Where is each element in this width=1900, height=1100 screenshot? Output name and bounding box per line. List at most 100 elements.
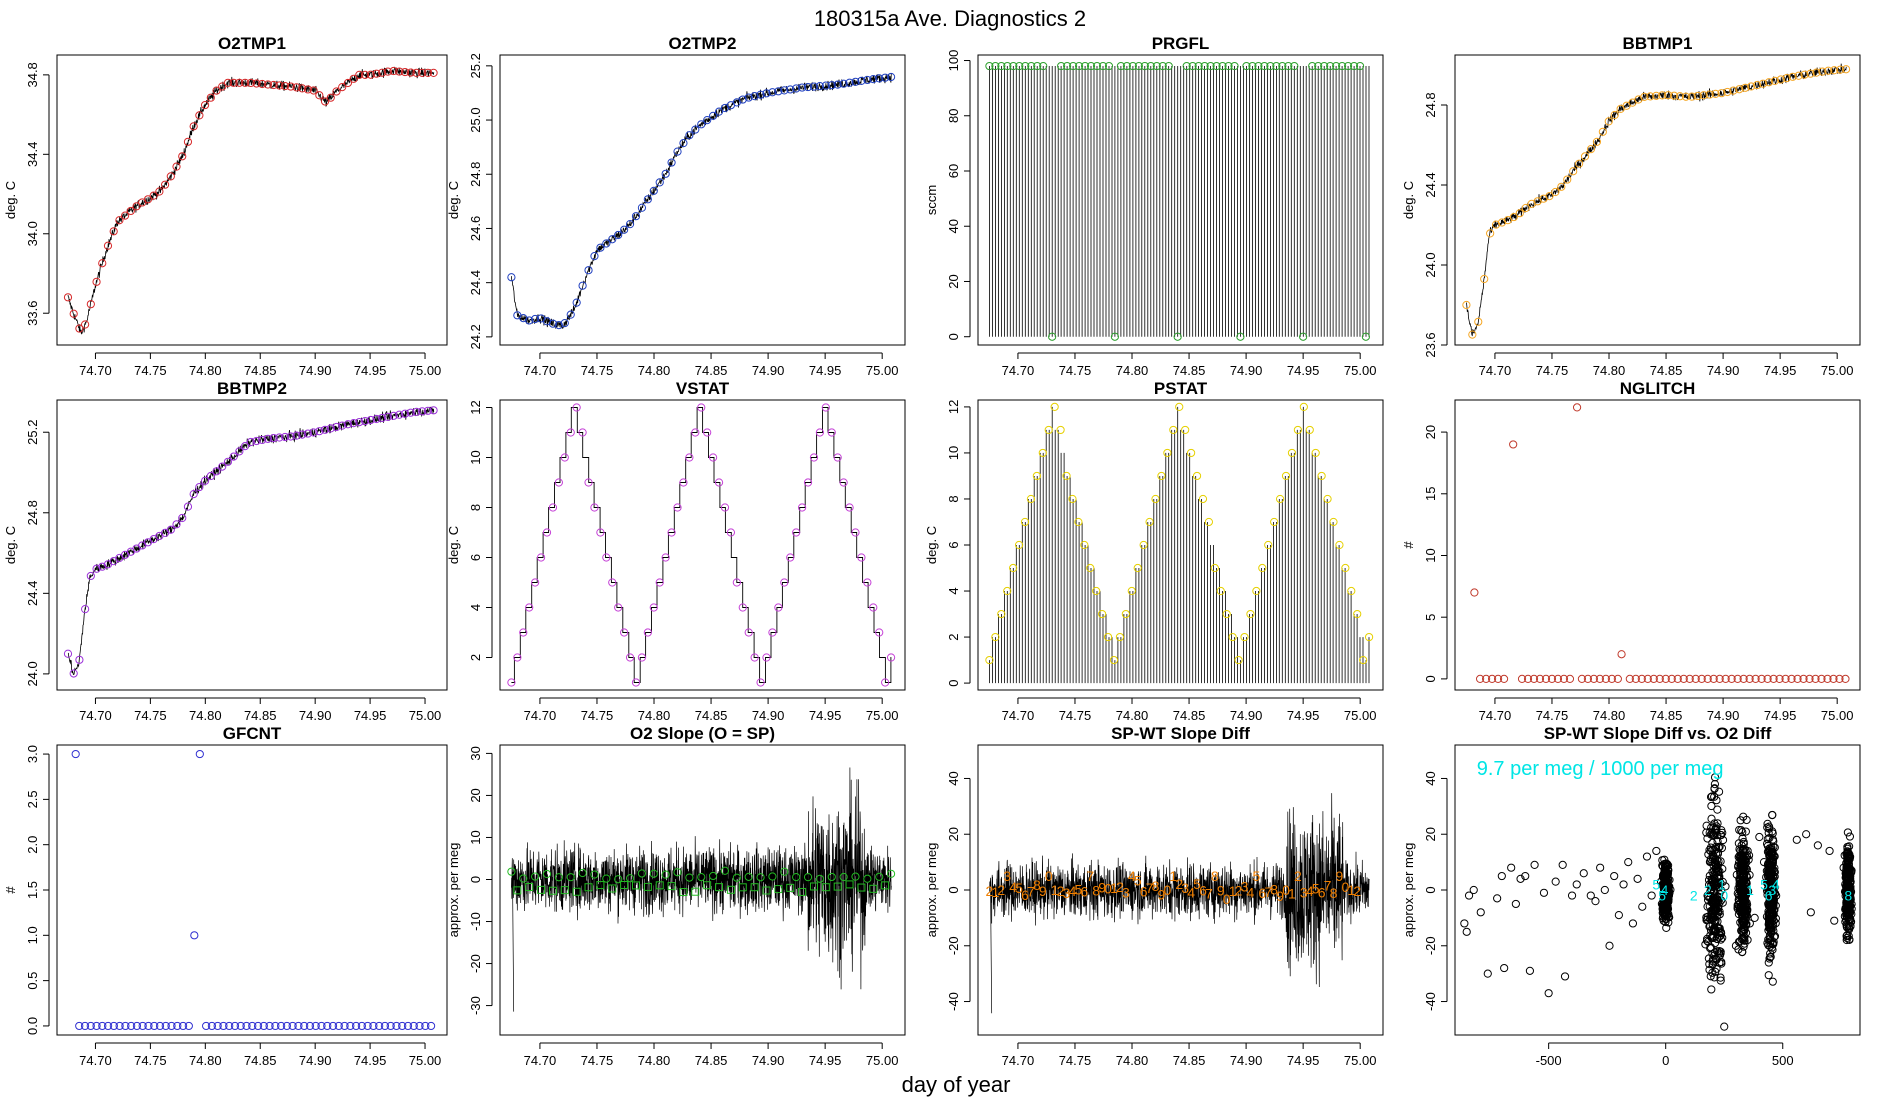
- series-marker: [92, 564, 101, 573]
- data-point: [1655, 674, 1664, 683]
- data-point: [311, 1021, 320, 1031]
- series-marker: [809, 82, 819, 91]
- plot-frame: [1454, 54, 1861, 346]
- series-marker: [229, 78, 238, 87]
- series-marker: [643, 195, 652, 204]
- series-marker: [780, 86, 789, 95]
- series-marker: [275, 81, 284, 90]
- data-point: [328, 1021, 338, 1031]
- data-point: [1637, 674, 1646, 683]
- series-marker: [1687, 92, 1696, 101]
- series-marker: [166, 525, 175, 534]
- series-marker: [703, 116, 712, 125]
- series-marker: [1776, 75, 1785, 84]
- series-digit-label: 8: [1270, 881, 1278, 897]
- y-tick-label: -40: [946, 992, 961, 1011]
- series-marker: [280, 432, 290, 442]
- series-marker: [584, 478, 593, 487]
- series-marker: [744, 93, 753, 102]
- data-point: [1742, 858, 1751, 867]
- y-axis: -40 -20 0 20 40: [946, 771, 971, 1011]
- data-point: [1614, 910, 1623, 920]
- series-marker: [223, 457, 233, 466]
- series-marker: [620, 225, 629, 234]
- series-marker: [412, 407, 421, 416]
- series-marker: [673, 503, 682, 512]
- y-tick-label: 2.5: [25, 790, 40, 808]
- data-point: [1714, 893, 1723, 902]
- y-tick-label: 12: [946, 400, 961, 414]
- data-point: [1605, 941, 1614, 950]
- data-point: [1767, 856, 1776, 865]
- series-marker: [1664, 91, 1673, 100]
- series-marker: [590, 503, 599, 512]
- data-point: [1765, 954, 1774, 963]
- x-tick-label: 74.95: [809, 1053, 842, 1068]
- series-marker: [548, 319, 558, 328]
- data-point: [1667, 674, 1676, 683]
- data-point: [1740, 925, 1749, 934]
- series-marker: [1311, 448, 1320, 458]
- series-marker-square: [821, 883, 830, 892]
- series-digit-label: 0: [1045, 868, 1053, 884]
- series-marker-square: [869, 884, 878, 893]
- series-marker: [655, 578, 664, 587]
- series-marker: [608, 235, 617, 244]
- plot-area: [1470, 403, 1850, 683]
- data-point: [351, 1021, 361, 1031]
- data-point: [1664, 895, 1673, 904]
- data-point: [398, 1021, 407, 1031]
- data-point: [75, 1021, 84, 1031]
- series-marker: [531, 872, 540, 881]
- series-digit-label: 3: [1122, 884, 1130, 900]
- series-marker: [1248, 61, 1257, 71]
- series-marker: [275, 433, 284, 442]
- series-marker: [315, 91, 324, 100]
- series-marker: [429, 68, 438, 77]
- panel-pstat: PSTAT deg. C 74.70 74.75 74.80 74.85 74.90 74.9…: [924, 379, 1384, 723]
- series-marker: [166, 172, 175, 181]
- data-point: [1737, 826, 1746, 835]
- series-marker: [1021, 61, 1030, 71]
- series-marker: [332, 422, 341, 432]
- y-axis-label: deg. C: [924, 526, 939, 564]
- series-marker: [1752, 80, 1762, 90]
- data-point: [1702, 913, 1711, 922]
- data-point: [1765, 844, 1774, 853]
- series-marker: [1057, 61, 1066, 71]
- series-marker: [839, 79, 848, 88]
- data-point: [1710, 856, 1720, 865]
- data-point: [1706, 914, 1715, 924]
- series-marker: [1169, 425, 1178, 435]
- series-marker: [697, 120, 706, 129]
- data-point: [195, 749, 204, 759]
- series-marker-square: [608, 884, 617, 893]
- series-marker: [1210, 563, 1219, 573]
- series-marker: [412, 68, 421, 77]
- series-marker: [389, 411, 398, 420]
- series-marker: [1212, 61, 1221, 71]
- series-digit-label: 2: [1353, 883, 1361, 899]
- data-point: [1610, 871, 1619, 881]
- data-point: [1707, 801, 1716, 811]
- data-point: [271, 1021, 280, 1031]
- y-tick-label: 40: [1423, 771, 1438, 785]
- series-marker: [389, 66, 398, 76]
- x-tick-label: 74.95: [1287, 708, 1320, 723]
- series-marker: [1187, 448, 1196, 458]
- series-marker: [1009, 563, 1018, 573]
- data-point: [1711, 825, 1720, 834]
- y-tick-label: 2: [468, 654, 483, 661]
- series-marker: [1830, 66, 1839, 75]
- series-marker: [1699, 91, 1708, 100]
- series-marker-square: [643, 882, 652, 891]
- y-tick-label: 40: [946, 219, 961, 233]
- data-point: [1707, 985, 1716, 994]
- data-point: [1716, 935, 1726, 944]
- series-marker: [1074, 61, 1084, 71]
- data-point: [1481, 674, 1491, 683]
- series-digit-label: 5: [1134, 873, 1142, 889]
